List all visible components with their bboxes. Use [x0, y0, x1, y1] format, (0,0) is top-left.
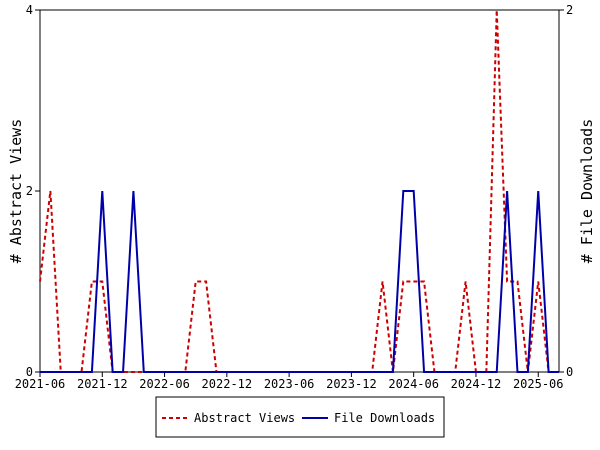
- plot-frame: [39, 9, 560, 373]
- x-tick-label: 2024-06: [388, 377, 439, 391]
- x-tick-label: 2023-12: [326, 377, 377, 391]
- legend-label: Abstract Views: [194, 411, 295, 425]
- x-tick-label: 2021-06: [15, 377, 66, 391]
- legend-label: File Downloads: [334, 411, 435, 425]
- x-tick-label: 2022-12: [202, 377, 253, 391]
- series-line: [40, 190, 559, 373]
- x-tick-label: 2022-06: [139, 377, 190, 391]
- y2-tick-label: 0: [566, 365, 573, 379]
- legend-box: [155, 396, 445, 438]
- x-tick-label: 2021-12: [77, 377, 128, 391]
- series-line: [39, 9, 559, 373]
- y-axis-label: # Abstract Views: [7, 119, 25, 264]
- x-tick-label: 2023-06: [264, 377, 315, 391]
- y-tick-label: 0: [26, 365, 33, 379]
- y2-axis-label: # File Downloads: [578, 119, 596, 264]
- y2-tick-label: 2: [566, 3, 573, 17]
- x-tick-label: 2024-12: [451, 377, 502, 391]
- y-tick-label: 2: [26, 184, 33, 198]
- x-tick-label: 2025-06: [513, 377, 564, 391]
- y-tick-label: 4: [26, 3, 33, 17]
